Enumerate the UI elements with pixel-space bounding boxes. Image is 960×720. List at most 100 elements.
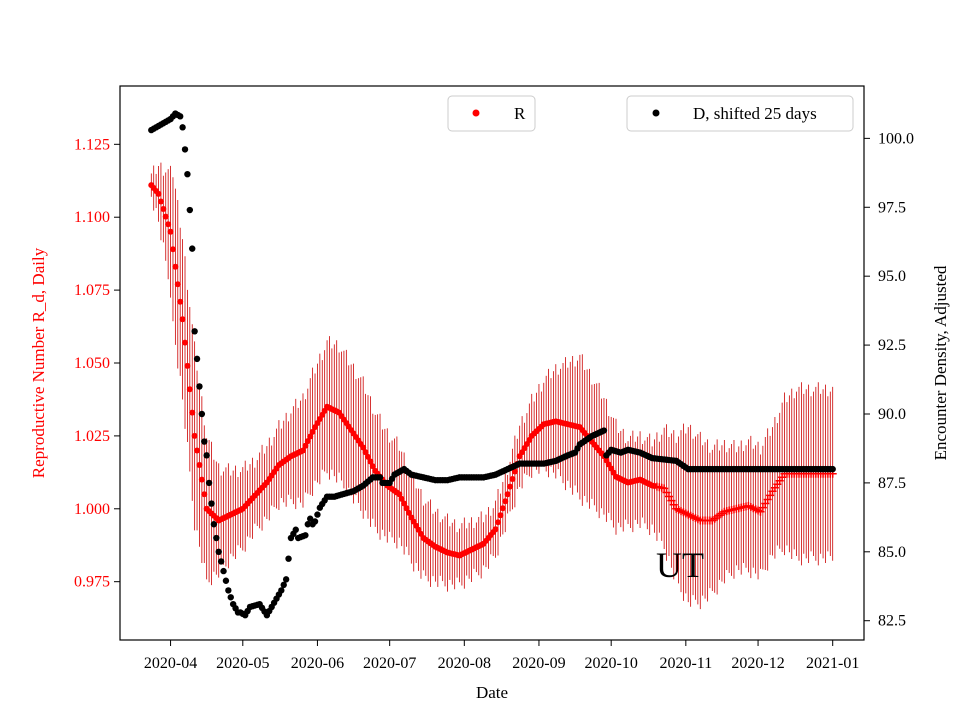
r-point xyxy=(189,409,196,416)
r-point xyxy=(309,428,316,435)
r-point xyxy=(766,491,775,500)
d-point xyxy=(201,438,208,445)
r-point xyxy=(763,495,772,504)
d-point xyxy=(220,567,227,575)
d-point xyxy=(829,465,836,473)
r-point xyxy=(660,484,669,493)
r-point xyxy=(669,500,678,509)
ut-annotation: UT xyxy=(656,545,704,585)
r-point xyxy=(403,505,410,512)
right-tick-label: 87.5 xyxy=(878,475,906,492)
d-point xyxy=(282,576,290,583)
r-point xyxy=(497,512,504,519)
d-point xyxy=(600,427,608,434)
r-point xyxy=(495,519,502,526)
x-tick-label: 2020-08 xyxy=(438,655,491,672)
d-point xyxy=(307,515,314,522)
r-point xyxy=(184,362,191,369)
legend-d-frame xyxy=(626,95,854,132)
x-tick-label: 2020-04 xyxy=(144,655,197,672)
left-tick-label: 1.050 xyxy=(74,355,110,372)
d-point xyxy=(210,521,218,528)
d-point xyxy=(198,410,206,418)
r-point xyxy=(191,432,198,439)
legend-d-marker xyxy=(652,109,660,117)
right-axis-label: Encounter Density, Adjusted xyxy=(931,265,950,460)
r-error-bars xyxy=(150,162,834,610)
x-tick-label: 2020-06 xyxy=(291,655,344,672)
r-point xyxy=(201,491,208,498)
d-point xyxy=(225,587,232,594)
d-point xyxy=(292,526,299,533)
left-tick-label: 1.000 xyxy=(74,501,110,518)
x-tick-label: 2020-12 xyxy=(731,655,784,672)
d-point xyxy=(217,558,225,565)
left-axis-label: Reproductive Number R_d, Daily xyxy=(29,247,48,478)
left-tick-label: 1.025 xyxy=(74,428,110,445)
r-point xyxy=(194,447,201,454)
d-point xyxy=(181,146,189,153)
r-point xyxy=(398,495,405,502)
x-tick-label: 2020-05 xyxy=(216,655,269,672)
legend-d: D, shifted 25 days xyxy=(626,95,854,132)
legend-r-marker xyxy=(472,109,480,117)
x-tick-label: 2020-07 xyxy=(363,655,416,672)
r-point xyxy=(304,438,311,445)
d-point xyxy=(186,206,194,214)
r-point xyxy=(155,190,162,197)
r-point xyxy=(160,206,167,213)
d-point xyxy=(176,113,184,120)
r-point xyxy=(172,263,179,270)
r-point xyxy=(198,476,205,483)
right-tick-label: 90.0 xyxy=(878,406,906,423)
d-point xyxy=(213,534,220,542)
left-tick-label: 1.100 xyxy=(74,209,110,226)
r-point xyxy=(492,526,499,533)
d-point xyxy=(304,521,312,528)
r-point xyxy=(186,386,193,393)
r-point xyxy=(502,498,509,505)
r-point xyxy=(758,503,767,512)
r-point xyxy=(362,449,369,456)
d-point xyxy=(215,548,222,556)
d-point xyxy=(184,170,191,178)
d-point xyxy=(189,245,196,252)
right-tick-label: 97.5 xyxy=(878,199,906,216)
r-point xyxy=(157,198,164,205)
r-series xyxy=(148,182,837,559)
d-point xyxy=(179,124,186,131)
right-tick-label: 82.5 xyxy=(878,613,906,630)
x-axis-ticks: 2020-04 2020-05 2020-06 2020-07 2020-08 2020-… xyxy=(144,640,859,672)
d-point xyxy=(193,355,201,363)
r-point xyxy=(162,213,169,220)
r-point xyxy=(167,228,174,235)
d-point xyxy=(196,383,203,390)
legend-r-label: R xyxy=(514,104,526,123)
right-tick-label: 100.0 xyxy=(878,130,914,147)
left-tick-label: 0.975 xyxy=(74,574,110,591)
plot-frame xyxy=(119,85,865,641)
x-tick-label: 2020-11 xyxy=(659,655,712,672)
right-tick-label: 92.5 xyxy=(878,337,906,354)
r-point xyxy=(756,507,765,516)
r-point xyxy=(365,453,371,460)
r-point xyxy=(369,463,376,470)
r-point xyxy=(307,433,314,440)
r-point xyxy=(196,462,203,469)
r-point xyxy=(177,298,184,305)
x-tick-label: 2020-09 xyxy=(512,655,565,672)
d-point xyxy=(278,587,285,594)
d-point xyxy=(203,452,210,459)
legend-d-label: D, shifted 25 days xyxy=(693,104,817,123)
d-series xyxy=(148,110,836,619)
legend-r-frame xyxy=(447,95,536,132)
r-point xyxy=(662,488,671,497)
x-tick-label: 2020-10 xyxy=(585,655,638,672)
x-axis-label: Date xyxy=(476,683,508,702)
r-point xyxy=(667,496,676,505)
d-point xyxy=(280,581,287,589)
r-point xyxy=(401,500,408,507)
d-point xyxy=(208,500,215,507)
r-point xyxy=(165,221,172,228)
d-point xyxy=(311,518,319,525)
